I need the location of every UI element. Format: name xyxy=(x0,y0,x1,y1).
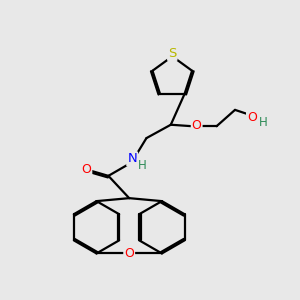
Text: H: H xyxy=(138,159,146,172)
Text: O: O xyxy=(192,119,202,132)
Text: S: S xyxy=(168,47,176,60)
Text: O: O xyxy=(124,247,134,260)
Text: O: O xyxy=(82,163,91,176)
Text: N: N xyxy=(127,152,137,165)
Text: H: H xyxy=(259,116,268,129)
Text: O: O xyxy=(247,111,257,124)
